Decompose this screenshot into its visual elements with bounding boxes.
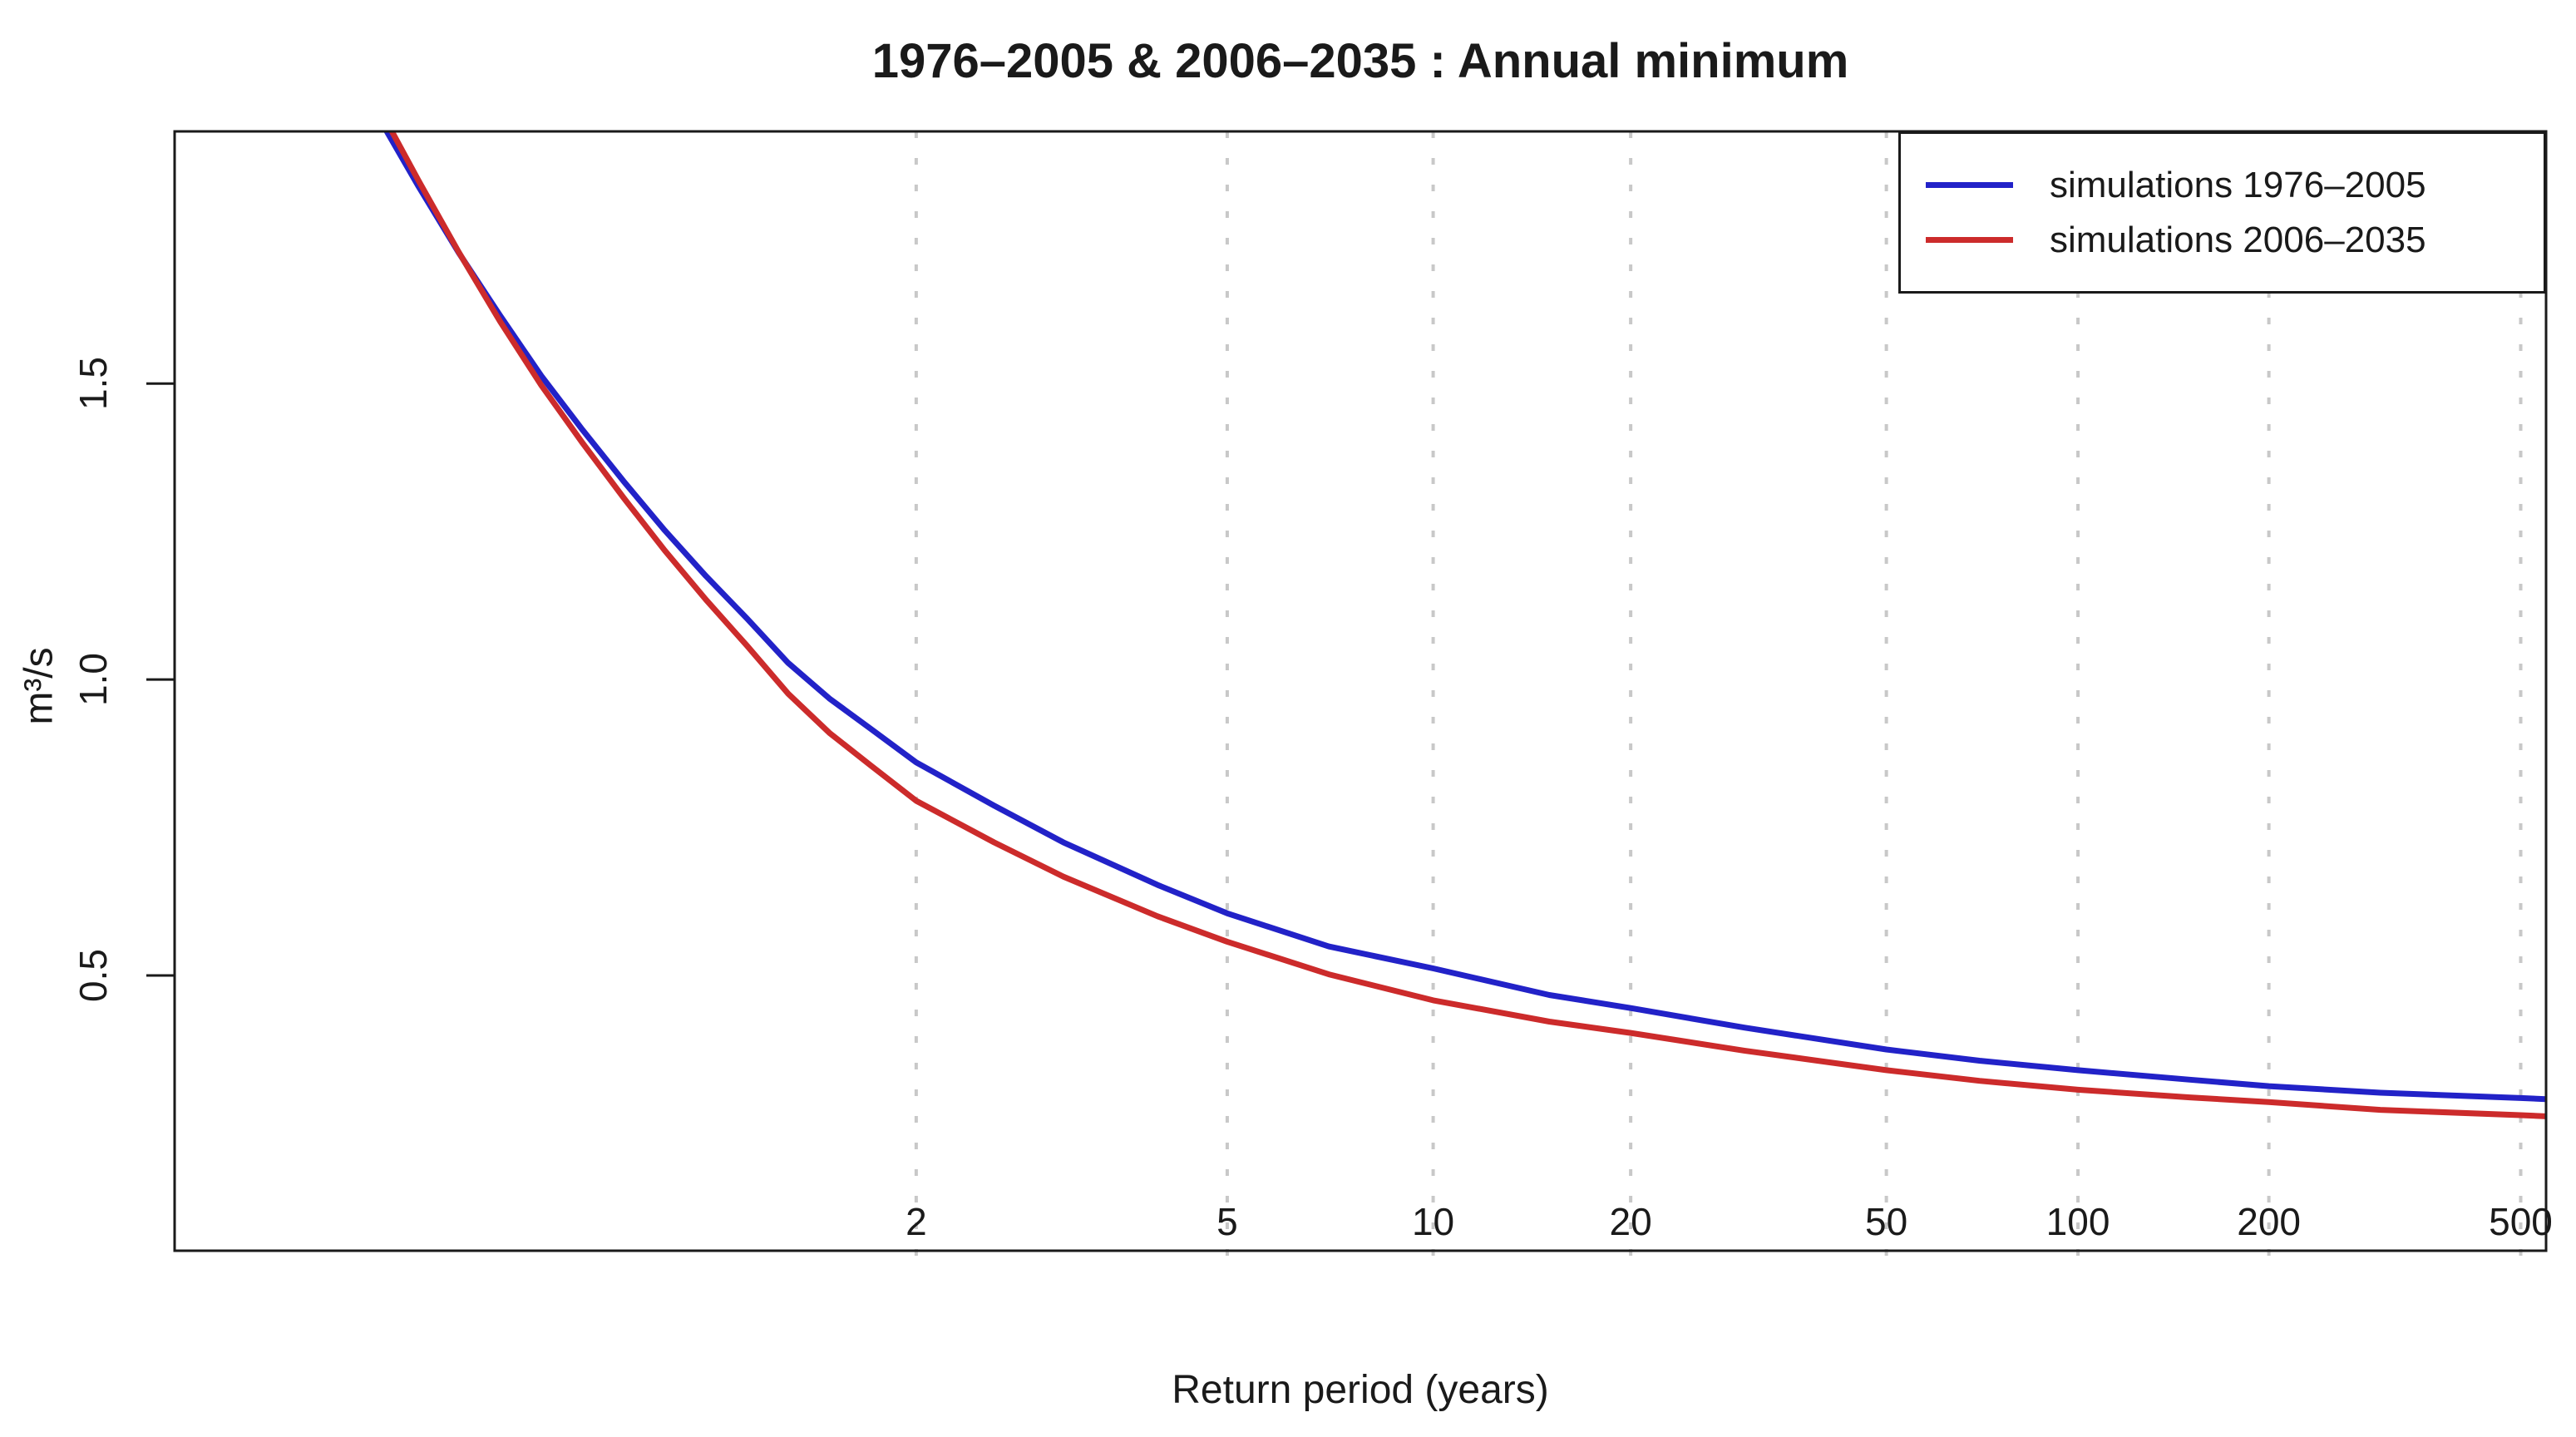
x-axis-title: Return period (years): [1172, 1368, 1549, 1412]
x-tick-label-10: 10: [1411, 1200, 1455, 1243]
series-line-0: [383, 131, 2546, 1103]
x-tick-label-100: 100: [2046, 1200, 2110, 1243]
legend-line-blue: [1926, 182, 2013, 188]
x-tick-label-5: 5: [1216, 1200, 1238, 1243]
x-tick-label-200: 200: [2237, 1200, 2301, 1243]
legend-line-red: [1926, 237, 2013, 243]
legend-label: simulations 1976–2005: [2050, 164, 2426, 205]
legend-label: simulations 2006–2035: [2050, 219, 2426, 260]
x-tick-label-20: 20: [1609, 1200, 1652, 1243]
plot-border: [173, 130, 2548, 1252]
y-axis-title: m³/s: [17, 647, 62, 725]
series-line-1: [388, 131, 2546, 1119]
x-tick-label-500: 500: [2489, 1200, 2553, 1243]
legend-row: simulations 2006–2035: [1901, 219, 2544, 262]
y-tick-label-1.0: 1.0: [72, 653, 115, 707]
legend: simulations 1976–2005 simulations 2006–2…: [1898, 131, 2546, 294]
chart-title: 1976–2005 & 2006–2035 : Annual minimum: [871, 34, 1849, 88]
x-tick-label-50: 50: [1865, 1200, 1908, 1243]
x-tick-label-2: 2: [906, 1200, 927, 1243]
y-tick-label-1.5: 1.5: [72, 357, 115, 411]
y-tick-label-0.5: 0.5: [72, 949, 115, 1002]
legend-row: simulations 1976–2005: [1901, 164, 2544, 207]
